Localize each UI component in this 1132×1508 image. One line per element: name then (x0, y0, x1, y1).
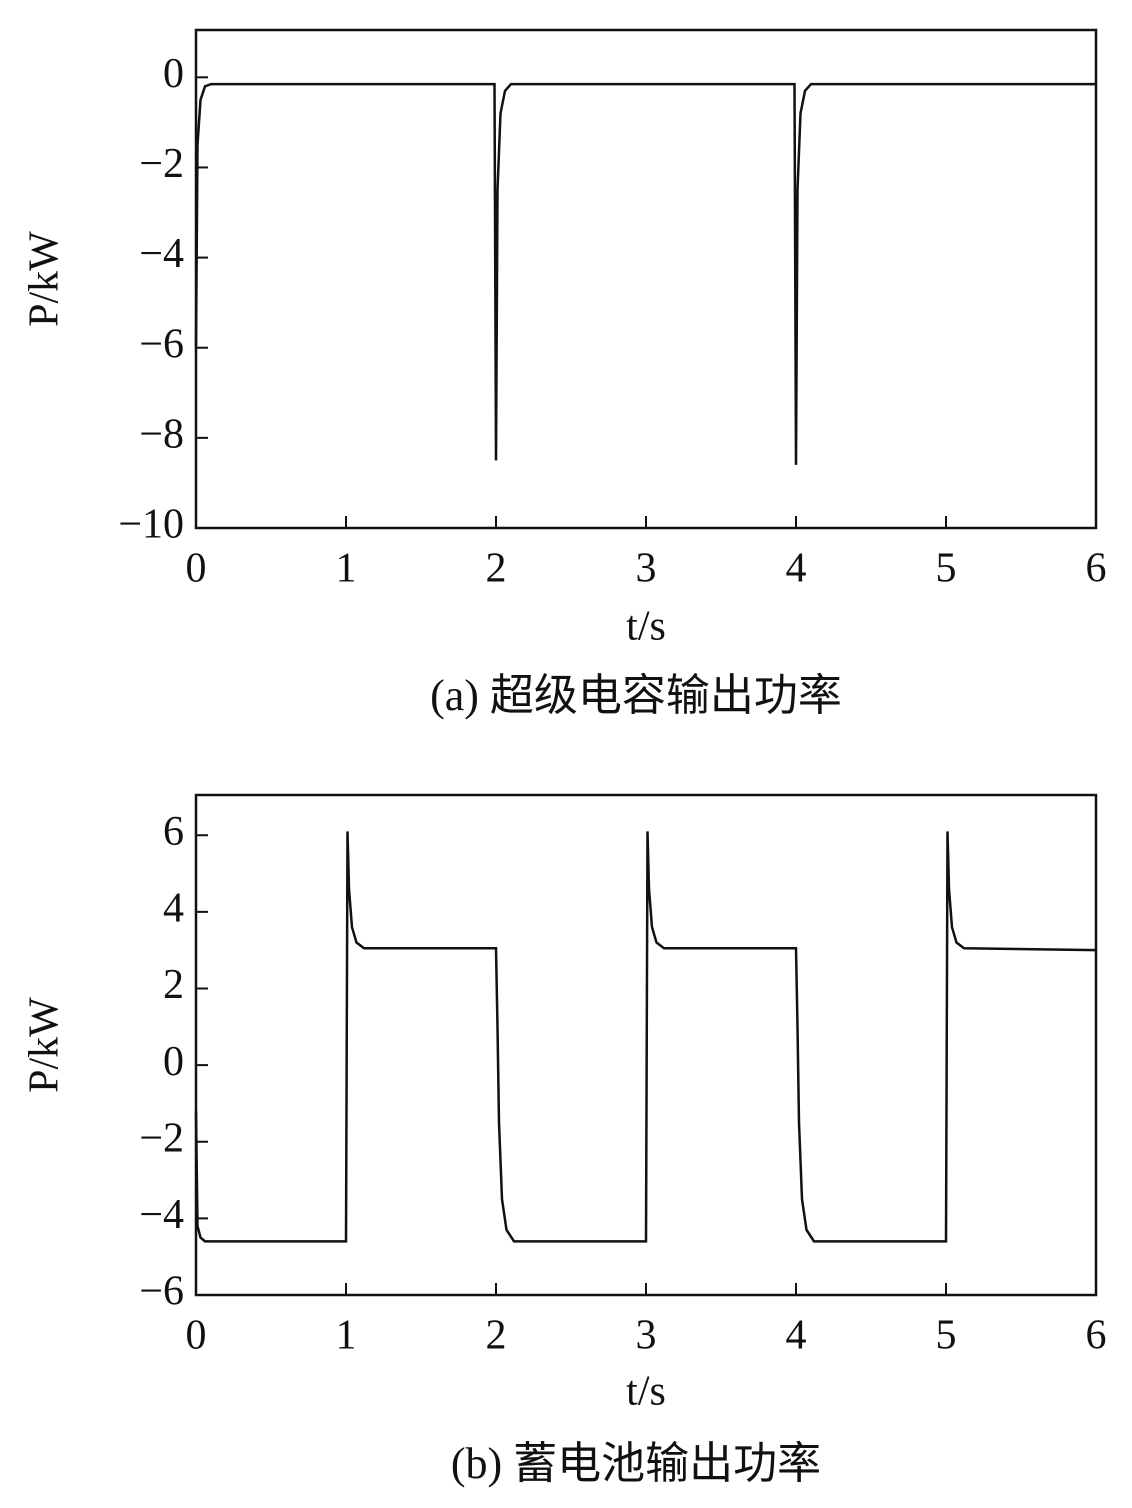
caption: (a) 超级电容输出功率 (430, 671, 842, 720)
x-tick-label: 5 (936, 1313, 957, 1359)
x-tick-label: 4 (786, 1313, 807, 1359)
data-line (194, 82, 1096, 465)
plot-frame (194, 793, 1098, 1297)
y-tick-label: −6 (139, 1269, 184, 1315)
y-tick-label: −2 (139, 1115, 184, 1161)
y-tick-label: −6 (139, 321, 184, 367)
x-tick-label: 3 (636, 546, 657, 592)
x-tick-label: 4 (786, 546, 807, 592)
caption: (b) 蓄电池输出功率 (451, 1439, 821, 1488)
y-tick-label: −10 (118, 502, 184, 548)
x-tick-label: 6 (1086, 1313, 1107, 1359)
y-tick-label: 0 (163, 1039, 184, 1085)
x-axis-label: t/s (626, 1369, 666, 1415)
x-tick-label: 5 (936, 546, 957, 592)
y-axis-label: P/kW (22, 231, 68, 327)
y-tick-label: −2 (139, 141, 184, 187)
data-line (194, 831, 1097, 1243)
y-axis-label: P/kW (22, 997, 68, 1093)
x-tick-label: 1 (336, 546, 357, 592)
x-tick-label: 3 (636, 1313, 657, 1359)
y-tick-label: 0 (163, 51, 184, 97)
x-tick-label: 2 (486, 546, 507, 592)
x-tick-label: 6 (1086, 546, 1107, 592)
y-tick-label: 4 (163, 885, 184, 931)
x-axis-label: t/s (626, 604, 666, 650)
x-tick-label: 2 (486, 1313, 507, 1359)
x-tick-label: 1 (336, 1313, 357, 1359)
x-tick-label: 0 (186, 546, 207, 592)
y-tick-label: −4 (139, 1192, 184, 1238)
y-tick-label: −4 (139, 231, 184, 277)
x-tick-label: 0 (186, 1313, 207, 1359)
plot-frame (194, 28, 1098, 530)
y-tick-label: 2 (163, 962, 184, 1008)
y-tick-label: −8 (139, 412, 184, 458)
y-tick-label: 6 (163, 809, 184, 855)
